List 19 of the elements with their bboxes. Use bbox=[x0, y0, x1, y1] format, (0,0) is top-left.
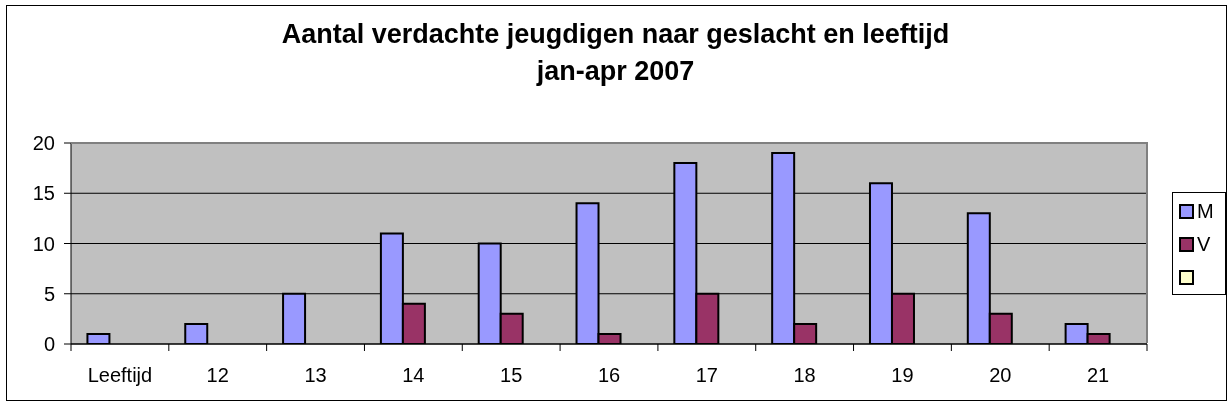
y-tick-label: 20 bbox=[32, 132, 55, 155]
x-tick-label: 16 bbox=[597, 364, 621, 386]
x-tick-label: 21 bbox=[1086, 364, 1110, 386]
x-tick-label: 15 bbox=[500, 364, 523, 386]
y-tick-label: 15 bbox=[32, 182, 55, 205]
x-tick-label: 14 bbox=[402, 364, 425, 386]
x-tick-label: 19 bbox=[891, 364, 914, 386]
x-tick-label: 20 bbox=[989, 364, 1012, 386]
x-tick-label: 13 bbox=[304, 364, 327, 386]
legend-label: V bbox=[1197, 233, 1211, 256]
y-tick-label: 5 bbox=[43, 282, 55, 305]
x-tick-label: 12 bbox=[206, 364, 229, 386]
x-tick-label: 18 bbox=[793, 364, 816, 386]
chart-title: Aantal verdachte jeugdigen naar geslacht en leeftijd jan-apr 2007 bbox=[280, 18, 951, 88]
y-tick-label: 0 bbox=[43, 333, 55, 356]
legend-label: M bbox=[1197, 200, 1214, 223]
x-tick-label: Leeftijd bbox=[87, 364, 153, 386]
x-tick-label: 17 bbox=[695, 364, 718, 386]
y-tick-label: 10 bbox=[32, 232, 55, 255]
